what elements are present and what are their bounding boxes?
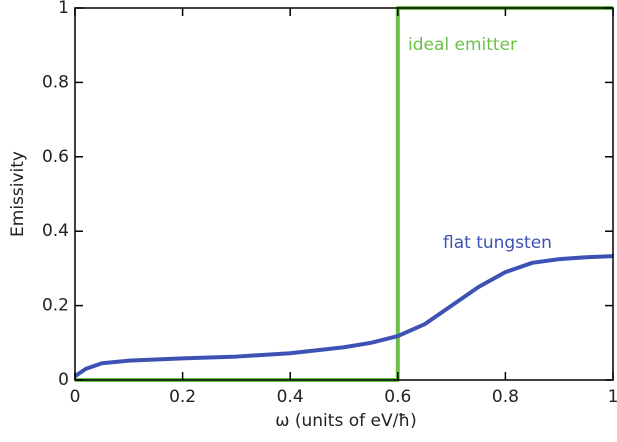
y-axis-label: Emissivity	[8, 151, 28, 237]
x-tick-label: 0	[70, 387, 81, 407]
y-tick-label: 0	[58, 370, 69, 390]
y-tick-label: 1	[58, 0, 69, 18]
x-tick-label: 0.2	[169, 387, 196, 407]
x-tick-label: 0.8	[492, 387, 519, 407]
line	[73, 254, 614, 378]
x-tick-label: 0.6	[384, 387, 411, 407]
series-label: ideal emitter	[408, 35, 517, 55]
y-tick-label: 0.4	[42, 221, 69, 241]
series-label: flat tungsten	[443, 233, 552, 253]
x-tick-label: 0.4	[277, 387, 304, 407]
y-tick-label: 0.2	[42, 296, 69, 316]
y-tick-label: 0.6	[42, 147, 69, 167]
y-tick-label: 0.8	[42, 72, 69, 92]
x-axis-label: ω (units of eV/ħ)	[275, 411, 417, 431]
x-tick-label: 1	[608, 387, 617, 407]
plot-frame	[74, 7, 614, 381]
line	[75, 6, 613, 382]
